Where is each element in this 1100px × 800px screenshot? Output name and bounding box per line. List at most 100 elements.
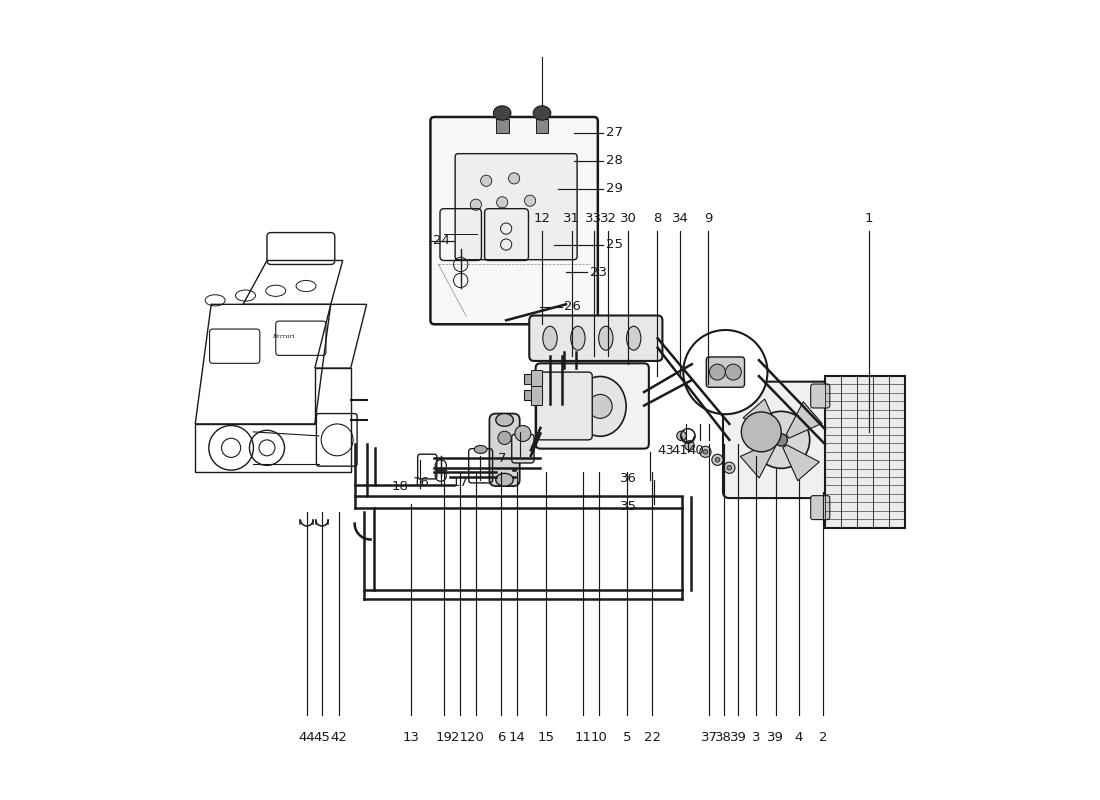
Text: 17: 17 bbox=[451, 476, 469, 489]
Circle shape bbox=[676, 431, 686, 441]
Circle shape bbox=[710, 364, 725, 380]
Text: 8: 8 bbox=[652, 212, 661, 225]
Ellipse shape bbox=[588, 394, 613, 418]
Ellipse shape bbox=[598, 326, 613, 350]
FancyBboxPatch shape bbox=[723, 382, 839, 498]
Circle shape bbox=[496, 197, 508, 208]
Bar bbox=[536, 118, 549, 133]
Text: 33: 33 bbox=[585, 212, 603, 225]
FancyBboxPatch shape bbox=[529, 315, 662, 361]
Ellipse shape bbox=[496, 414, 514, 426]
FancyBboxPatch shape bbox=[811, 384, 829, 408]
Text: 15: 15 bbox=[538, 731, 554, 744]
Circle shape bbox=[776, 434, 788, 446]
Text: 1: 1 bbox=[865, 212, 873, 225]
Ellipse shape bbox=[571, 326, 585, 350]
Text: 10: 10 bbox=[591, 731, 608, 744]
Text: 20: 20 bbox=[468, 731, 484, 744]
Text: 34: 34 bbox=[671, 212, 689, 225]
Text: 3: 3 bbox=[752, 731, 761, 744]
Ellipse shape bbox=[494, 106, 510, 120]
Ellipse shape bbox=[474, 446, 487, 454]
Circle shape bbox=[703, 450, 708, 454]
Polygon shape bbox=[740, 442, 776, 478]
Bar bbox=[531, 386, 542, 405]
Text: 38: 38 bbox=[715, 731, 733, 744]
Text: 30: 30 bbox=[619, 212, 637, 225]
Circle shape bbox=[515, 426, 531, 442]
FancyBboxPatch shape bbox=[490, 414, 519, 486]
Circle shape bbox=[508, 173, 519, 184]
Text: 11: 11 bbox=[574, 731, 591, 744]
Circle shape bbox=[725, 364, 741, 380]
Circle shape bbox=[741, 412, 781, 452]
Circle shape bbox=[525, 195, 536, 206]
Ellipse shape bbox=[534, 106, 551, 120]
Bar bbox=[531, 370, 542, 389]
Text: 7: 7 bbox=[498, 452, 506, 465]
Text: 25: 25 bbox=[606, 238, 623, 251]
Text: 32: 32 bbox=[600, 212, 617, 225]
FancyBboxPatch shape bbox=[811, 496, 829, 519]
Text: 40: 40 bbox=[688, 444, 704, 457]
Text: 19: 19 bbox=[436, 731, 452, 744]
Text: 41: 41 bbox=[671, 444, 689, 457]
Text: 37: 37 bbox=[701, 731, 718, 744]
Bar bbox=[525, 374, 542, 384]
Circle shape bbox=[715, 458, 719, 462]
Circle shape bbox=[481, 175, 492, 186]
FancyBboxPatch shape bbox=[536, 363, 649, 449]
Text: 9: 9 bbox=[704, 212, 712, 225]
Text: 42: 42 bbox=[330, 731, 348, 744]
FancyBboxPatch shape bbox=[706, 357, 745, 387]
Text: 14: 14 bbox=[509, 731, 526, 744]
Bar bbox=[496, 118, 508, 133]
Text: 28: 28 bbox=[606, 154, 623, 167]
Circle shape bbox=[684, 441, 694, 450]
Circle shape bbox=[498, 431, 512, 445]
Circle shape bbox=[683, 330, 768, 414]
Text: 44: 44 bbox=[298, 731, 316, 744]
Text: 22: 22 bbox=[644, 731, 660, 744]
Text: 27: 27 bbox=[606, 126, 623, 139]
Text: 24: 24 bbox=[432, 234, 450, 247]
Text: 29: 29 bbox=[606, 182, 623, 195]
Text: 4: 4 bbox=[794, 731, 803, 744]
Circle shape bbox=[471, 199, 482, 210]
Text: Ferrari: Ferrari bbox=[272, 334, 294, 338]
FancyBboxPatch shape bbox=[455, 154, 578, 260]
Text: 26: 26 bbox=[564, 300, 581, 314]
Text: 12: 12 bbox=[534, 212, 550, 225]
Text: 39: 39 bbox=[767, 731, 784, 744]
Ellipse shape bbox=[574, 377, 626, 436]
FancyBboxPatch shape bbox=[430, 117, 597, 324]
Text: 21: 21 bbox=[451, 731, 469, 744]
Bar bbox=[525, 390, 542, 400]
Text: 31: 31 bbox=[563, 212, 580, 225]
Circle shape bbox=[724, 462, 735, 474]
FancyBboxPatch shape bbox=[512, 434, 535, 463]
Text: 23: 23 bbox=[590, 266, 607, 279]
Circle shape bbox=[727, 466, 732, 470]
Ellipse shape bbox=[542, 326, 558, 350]
Circle shape bbox=[712, 454, 723, 466]
Text: 35: 35 bbox=[619, 500, 637, 513]
Text: 13: 13 bbox=[403, 731, 420, 744]
Text: 43: 43 bbox=[657, 444, 674, 457]
Circle shape bbox=[752, 411, 810, 468]
Text: 18: 18 bbox=[392, 480, 408, 493]
Bar bbox=[825, 376, 905, 527]
Text: 2: 2 bbox=[820, 731, 827, 744]
Text: 45: 45 bbox=[314, 731, 330, 744]
Text: 6: 6 bbox=[497, 731, 506, 744]
Circle shape bbox=[700, 446, 711, 458]
Polygon shape bbox=[786, 402, 822, 438]
FancyBboxPatch shape bbox=[537, 372, 592, 440]
Text: 39: 39 bbox=[729, 731, 747, 744]
Text: 5: 5 bbox=[623, 731, 631, 744]
Text: 16: 16 bbox=[412, 476, 429, 489]
Text: 36: 36 bbox=[619, 472, 637, 485]
Ellipse shape bbox=[627, 326, 641, 350]
Polygon shape bbox=[783, 445, 820, 481]
Polygon shape bbox=[742, 399, 780, 434]
